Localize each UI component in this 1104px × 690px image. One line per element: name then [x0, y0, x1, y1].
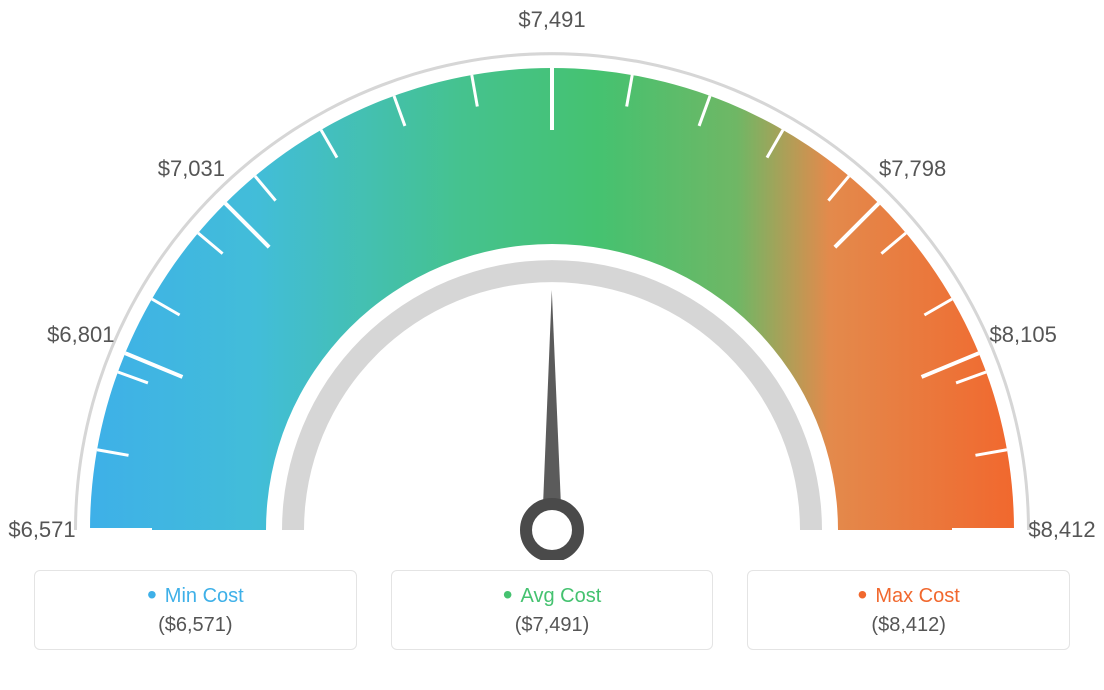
legend-avg-value: ($7,491) [515, 614, 590, 636]
gauge-tick-label: $6,801 [47, 322, 114, 348]
gauge-tick-label: $7,491 [518, 7, 585, 33]
legend-max-value: ($8,412) [871, 614, 946, 636]
gauge-svg [0, 0, 1104, 560]
gauge-tick-label: $8,412 [1028, 517, 1095, 543]
cost-gauge: $6,571 $6,801 $7,031 $7,491 $7,798 $8,105 $8,4… [0, 0, 1104, 560]
legend-row: Min Cost ($6,571) Avg Cost ($7,491) Max … [0, 570, 1104, 650]
gauge-tick-label: $6,571 [8, 517, 75, 543]
legend-card-min: Min Cost ($6,571) [34, 570, 357, 650]
legend-min-value: ($6,571) [158, 614, 233, 636]
gauge-tick-label: $7,031 [158, 156, 225, 182]
legend-avg-title: Avg Cost [402, 585, 703, 608]
legend-max-title: Max Cost [758, 585, 1059, 608]
legend-min-title: Min Cost [45, 585, 346, 608]
gauge-tick-label: $7,798 [879, 156, 946, 182]
gauge-tick-label: $8,105 [990, 322, 1057, 348]
legend-card-max: Max Cost ($8,412) [747, 570, 1070, 650]
legend-card-avg: Avg Cost ($7,491) [391, 570, 714, 650]
